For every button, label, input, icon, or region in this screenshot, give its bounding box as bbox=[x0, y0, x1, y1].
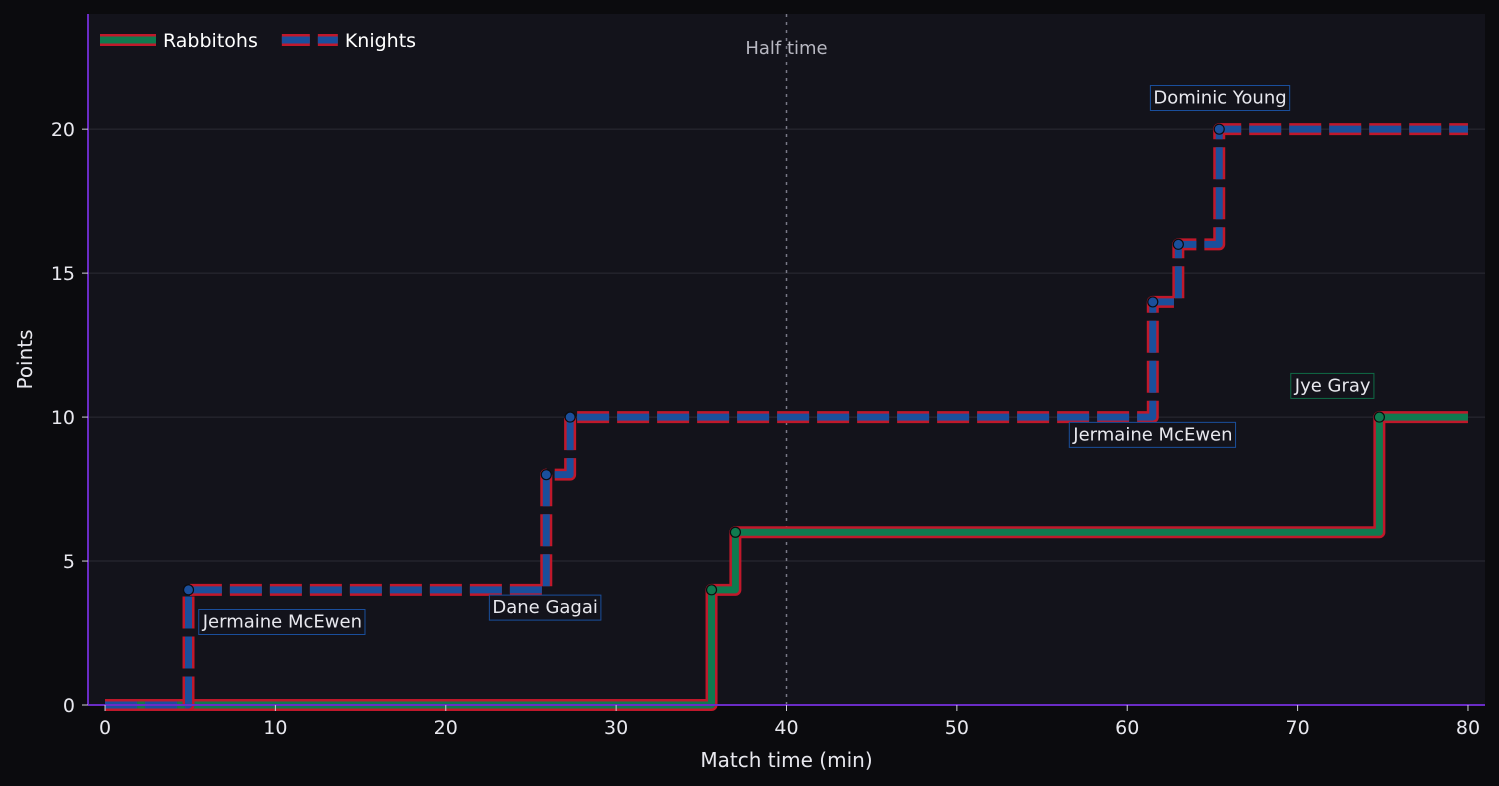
x-tick-label-80: 80 bbox=[1456, 717, 1480, 739]
x-tick-label-10: 10 bbox=[263, 717, 287, 739]
y-tick-label-20: 20 bbox=[51, 119, 75, 141]
y-tick-label-10: 10 bbox=[51, 407, 75, 429]
x-tick-label-60: 60 bbox=[1115, 717, 1139, 739]
y-tick-label-5: 5 bbox=[63, 551, 75, 573]
annotation-1: Dane Gagai bbox=[488, 594, 602, 621]
x-tick-label-50: 50 bbox=[945, 717, 969, 739]
annotation-text-4: Jye Gray bbox=[1294, 375, 1371, 396]
marker-knights-2 bbox=[564, 411, 576, 423]
marker-knights-5 bbox=[1213, 123, 1225, 135]
annotation-box-1 bbox=[488, 594, 602, 621]
halftime-label: Half time bbox=[745, 38, 827, 59]
halftime-reference: Half time bbox=[745, 14, 828, 705]
series-knights-line bbox=[105, 125, 1468, 709]
annotation-0: Jermaine McEwen bbox=[198, 609, 366, 636]
annotation-text-0: Jermaine McEwen bbox=[202, 612, 362, 633]
x-tick-label-70: 70 bbox=[1286, 717, 1310, 739]
x-tick-label-30: 30 bbox=[604, 717, 628, 739]
marker-rabbitohs-0 bbox=[705, 584, 718, 596]
series-rabbitohs-line bbox=[105, 413, 1468, 709]
legend-item-rabbitohs: Rabbitohs bbox=[100, 30, 258, 52]
annotation-2: Jermaine McEwen bbox=[1068, 421, 1237, 448]
marker-knights-3 bbox=[1147, 296, 1159, 308]
annotation-4: Jye Gray bbox=[1290, 372, 1375, 399]
try-scorer-annotations: Jermaine McEwen Dane Gagai Jermaine McEwen… bbox=[198, 84, 1375, 636]
legend-label-knights: Knights bbox=[345, 30, 416, 52]
legend: Rabbitohs Knights bbox=[100, 30, 416, 52]
legend-label-rabbitohs: Rabbitohs bbox=[163, 30, 258, 52]
annotation-text-3: Dominic Young bbox=[1153, 87, 1286, 108]
annotation-3: Dominic Young bbox=[1149, 84, 1291, 111]
x-tick-label-20: 20 bbox=[434, 717, 458, 739]
x-axis-ticks: 0 10 20 30 40 50 60 70 80 bbox=[99, 705, 1480, 739]
marker-rabbitohs-1 bbox=[729, 526, 741, 538]
legend-item-knights: Knights bbox=[281, 30, 416, 52]
annotation-box-0 bbox=[198, 609, 366, 636]
score-markers bbox=[182, 123, 1385, 596]
y-tick-label-0: 0 bbox=[63, 695, 75, 717]
marker-rabbitohs-2 bbox=[1373, 411, 1385, 423]
marker-knights-4 bbox=[1172, 238, 1184, 250]
marker-knights-1 bbox=[540, 469, 552, 481]
x-tick-label-0: 0 bbox=[99, 717, 111, 739]
annotation-box-3 bbox=[1149, 84, 1291, 111]
annotation-text-1: Dane Gagai bbox=[492, 597, 598, 618]
marker-knights-0 bbox=[182, 584, 195, 596]
y-tick-label-15: 15 bbox=[51, 263, 75, 285]
x-axis-label: Match time (min) bbox=[700, 748, 872, 772]
series-knights bbox=[105, 123, 1468, 711]
series-rabbitohs bbox=[105, 411, 1468, 711]
y-axis-ticks: 0 5 10 15 20 bbox=[51, 119, 88, 717]
series-lines bbox=[105, 123, 1468, 711]
y-axis-label: Points bbox=[13, 329, 37, 389]
x-tick-label-40: 40 bbox=[774, 717, 798, 739]
annotation-text-2: Jermaine McEwen bbox=[1072, 424, 1232, 445]
annotation-box-2 bbox=[1068, 421, 1237, 448]
annotation-box-4 bbox=[1290, 372, 1375, 399]
